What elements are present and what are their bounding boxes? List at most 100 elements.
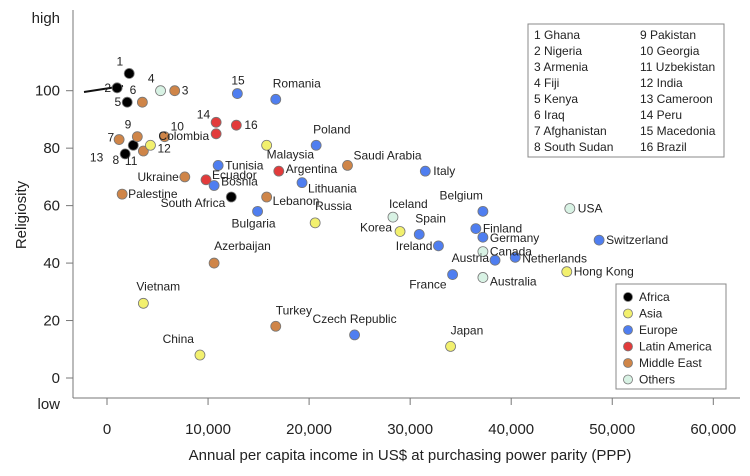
data-label-korea: Korea [360,220,392,234]
data-point-2 [111,82,123,94]
data-label-japan: Japan [451,323,484,337]
data-label-10: 10 [171,120,185,134]
data-label-palestine: Palestine [128,187,178,201]
data-point-colombia [210,128,222,140]
y-tick-label-20: 20 [43,313,60,330]
y-axis-ticks: 0 20 40 60 80 100 [35,83,73,387]
data-point-azerbaijan [208,257,220,269]
data-label-spain: Spain [415,211,446,225]
data-label-switzerland: Switzerland [606,233,668,247]
data-point-japan [445,340,456,352]
data-label-bosnia: Bosnia [221,175,258,189]
data-point-15 [231,88,243,99]
x-axis-title: Annual per capita income in US$ at purch… [189,447,632,464]
legend-swatch-africa [623,292,633,302]
y-tick-label-60: 60 [43,198,60,215]
data-point-austria [489,254,501,266]
data-label-france: France [409,278,447,292]
data-label-argentina: Argentina [286,162,338,176]
data-point-italy [419,165,431,177]
data-label-1: 1 [117,54,124,68]
data-point-16 [230,119,242,131]
data-label-lithuania: Lithuania [308,182,357,196]
country-key: 1 Ghana 2 Nigeria 3 Armenia 4 Fiji 5 Kenya 6 … [527,23,725,158]
data-point-3 [169,85,181,97]
x-axis-ticks: 0 10,000 20,000 30,000 40,000 50,000 60,000 [103,398,736,438]
country-key-entry-2: 2 Nigeria [534,44,582,58]
country-key-entry-5: 5 Kenya [534,92,578,106]
country-key-entry-14: 14 Peru [640,108,682,122]
data-label-tunisia: Tunisia [225,158,264,172]
data-points [111,68,605,361]
data-label-15: 15 [231,74,245,88]
data-point-czech-republic [349,329,360,341]
data-label-turkey: Turkey [276,303,312,317]
x-tick-label-50000: 50,000 [589,421,635,438]
data-label-austria: Austria [452,251,490,265]
legend-label-asia: Asia [639,307,663,321]
data-point-8 [119,148,131,160]
x-tick-label-60000: 60,000 [690,421,736,438]
data-point-finland [470,223,482,235]
data-point-turkey [270,320,282,332]
data-label-3: 3 [182,84,189,98]
y-tick-label-100: 100 [35,83,60,100]
data-label-hong-kong: Hong Kong [574,265,634,279]
data-point-netherlands [509,251,521,263]
data-point-9 [131,131,143,143]
data-point-malaysia [261,139,273,151]
data-point-palestine [116,188,128,200]
legend-label-europe: Europe [639,323,678,337]
data-label-ukraine: Ukraine [137,170,179,184]
y-tick-label-40: 40 [43,255,60,272]
data-point-iceland [387,211,399,223]
data-point-romania [270,93,282,105]
data-point-bulgaria [252,205,263,217]
data-point-argentina [273,165,285,177]
country-key-entry-12: 12 India [640,76,683,90]
data-label-ireland: Ireland [396,239,433,253]
legend-label-latin-america: Latin America [639,340,712,354]
data-label-finland: Finland [483,222,522,236]
data-label-malaysia: Malaysia [267,147,315,161]
data-label-9: 9 [125,118,132,132]
data-point-14 [210,116,222,128]
data-point-11 [137,145,149,157]
data-label-vietnam: Vietnam [136,279,180,293]
country-key-entry-8: 8 South Sudan [534,140,613,154]
country-key-entry-10: 10 Georgia [640,44,700,58]
country-key-entry-16: 16 Brazil [640,140,687,154]
y-axis-low-label: low [37,396,60,413]
data-point-13 [127,139,139,151]
x-tick-label-20000: 20,000 [286,421,332,438]
data-point-poland [310,139,322,151]
x-tick-label-0: 0 [103,421,111,438]
data-point-south-africa [225,191,237,203]
data-point-france [447,269,458,280]
data-label-bulgaria: Bulgaria [232,216,276,230]
data-label-romania: Romania [273,76,321,90]
country-key-frame [527,23,725,158]
data-point-vietnam [137,297,149,309]
data-label-italy: Italy [433,164,455,178]
data-point-ecuador [200,174,212,186]
group-legend-items: Africa Asia Europe Latin America Middle East… [623,290,712,387]
data-point-12 [145,139,156,151]
country-key-entry-15: 15 Macedonia [640,124,716,138]
data-point-saudi-arabia [342,159,353,171]
y-tick-label-0: 0 [52,370,60,387]
country-key-entry-13: 13 Cameroon [640,92,713,106]
data-label-south-africa: South Africa [161,196,226,210]
data-point-10 [159,131,170,143]
legend-swatch-latin-america [623,341,633,352]
data-label-iceland: Iceland [389,197,428,211]
data-label-azerbaijan: Azerbaijan [214,239,271,253]
data-label-belgium: Belgium [440,188,483,202]
data-label-12: 12 [157,141,171,155]
country-key-entry-4: 4 Fiji [534,76,559,90]
data-point-canada [477,246,489,257]
data-label-5: 5 [115,95,122,109]
data-point-hong-kong [561,266,573,278]
data-point-spain [413,228,425,240]
data-point-lebanon [261,191,273,203]
